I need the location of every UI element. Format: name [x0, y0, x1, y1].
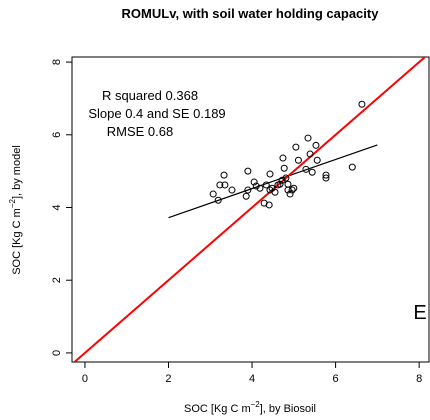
y-tick-label: 4	[51, 204, 63, 210]
point	[221, 181, 229, 189]
point	[214, 196, 222, 204]
y-axis-label: SOC [Kg C m−2], by model	[8, 145, 23, 275]
x-tick-label: 4	[249, 373, 255, 385]
point	[294, 156, 302, 164]
point	[304, 134, 312, 142]
point	[265, 201, 273, 209]
x-tick-label: 6	[333, 373, 339, 385]
point	[286, 190, 294, 198]
y-tick-label: 0	[51, 350, 63, 356]
y-tick-label: 2	[51, 277, 63, 283]
point	[282, 174, 290, 182]
point	[262, 181, 270, 189]
x-tick-label: 8	[416, 373, 422, 385]
panel-label: E	[413, 302, 426, 324]
chart-title: ROMULv, with soil water holding capacity	[122, 6, 380, 21]
point	[308, 168, 316, 176]
annotation: Slope 0.4 and SE 0.189	[88, 106, 225, 121]
point	[288, 186, 296, 194]
point	[250, 178, 258, 186]
x-label-text: SOC [Kg C m	[184, 403, 251, 415]
x-axis-label: SOC [Kg C m−2], by Biosoil	[184, 400, 316, 415]
point	[216, 181, 224, 189]
plot-box	[71, 56, 430, 363]
point	[306, 150, 314, 158]
point	[276, 180, 284, 188]
annotation: RMSE 0.68	[107, 124, 173, 139]
point	[280, 164, 288, 172]
y-label-rest: ], by model	[11, 145, 23, 199]
point	[244, 167, 252, 175]
point	[292, 143, 300, 151]
plot-area	[72, 57, 427, 362]
point	[284, 180, 292, 188]
annotation: R squared 0.368	[102, 88, 198, 103]
y-tick-label: 8	[51, 59, 63, 65]
point	[228, 186, 236, 194]
point	[244, 186, 252, 194]
point	[322, 171, 330, 179]
point	[312, 141, 320, 149]
fit-line	[72, 57, 427, 362]
point	[256, 184, 264, 192]
point	[322, 174, 330, 182]
point	[290, 184, 298, 192]
x-label-sup: −2	[251, 400, 261, 409]
point	[271, 188, 279, 196]
point	[266, 170, 274, 178]
point	[220, 171, 228, 179]
point	[358, 100, 366, 108]
fit-line	[168, 144, 378, 219]
y-tick-label: 6	[51, 132, 63, 138]
x-label-rest: ], by Biosoil	[260, 403, 316, 415]
x-tick-label: 0	[82, 373, 88, 385]
point	[302, 165, 310, 173]
point	[242, 192, 250, 200]
y-label-text: SOC [Kg C m	[11, 208, 23, 275]
point	[252, 182, 260, 190]
point	[278, 176, 286, 184]
y-label-sup: −2	[8, 198, 17, 208]
x-tick-label: 2	[165, 373, 171, 385]
point	[209, 190, 217, 198]
point	[279, 154, 287, 162]
point	[313, 156, 321, 164]
point	[348, 163, 356, 171]
